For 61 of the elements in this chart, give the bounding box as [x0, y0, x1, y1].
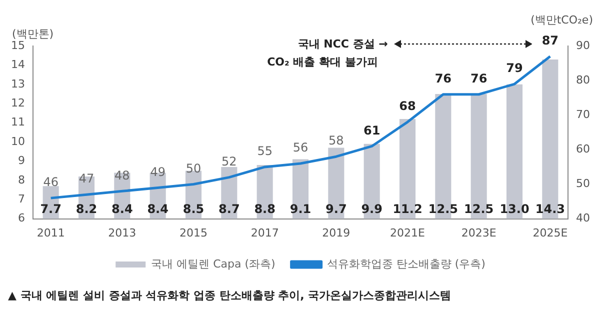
- data-label: 76: [470, 72, 488, 86]
- y2-axis-title: (백만tCO₂e): [530, 13, 593, 26]
- data-label: 8.7: [218, 202, 240, 216]
- data-label: 56: [292, 140, 308, 155]
- y2-tick-label: 90: [576, 38, 590, 52]
- y-tick-label: 11: [10, 116, 25, 129]
- data-label: 49: [150, 164, 166, 179]
- x-tick-label: 2011: [36, 226, 65, 240]
- y-tick-label: 15: [10, 38, 25, 52]
- data-label: 7.7: [40, 202, 62, 216]
- data-label: 9.9: [361, 202, 382, 216]
- y-tick-label: 12: [10, 96, 25, 110]
- y-tick-label: 9: [18, 154, 25, 168]
- data-label: 61: [363, 123, 380, 138]
- data-label: 11.2: [392, 202, 422, 216]
- x-tick-label: 2019: [322, 226, 350, 240]
- data-label: 47: [78, 172, 94, 186]
- data-label: 8.5: [182, 202, 204, 216]
- data-label: 46: [43, 175, 58, 190]
- y-tick-label: 6: [18, 212, 25, 225]
- y2-tick-label: 70: [576, 108, 590, 121]
- annotation: CO₂ 배출 확대 불가피: [267, 55, 378, 68]
- data-label: 48: [114, 168, 130, 182]
- y-tick-label: 7: [18, 192, 25, 206]
- text: ▲ 국내 에틸렌 설비 증설과 석유화학 업종 탄소배출량 추이, 국가온실가스종합관리시스템: [8, 288, 452, 303]
- legend-label: 석유화학업종 탄소배출량 (우측): [326, 257, 486, 270]
- x-tick-label: 2025E: [532, 226, 568, 240]
- y-tick-label: 13: [10, 77, 25, 90]
- data-label: 12.5: [428, 202, 458, 216]
- data-label: 8.4: [112, 202, 133, 216]
- y-axis-title: (백만톤): [12, 27, 54, 40]
- data-label: 55: [257, 144, 272, 158]
- x-tick-label: 2021E: [390, 226, 426, 240]
- x-tick-label: 2013: [108, 226, 136, 240]
- data-label: 8.2: [76, 202, 98, 216]
- y-tick-label: 10: [10, 134, 25, 148]
- x-tick-label: 2017: [250, 226, 279, 240]
- data-label: 50: [186, 161, 202, 176]
- data-label: 9.1: [290, 202, 312, 216]
- y2-tick-label: 60: [576, 142, 590, 156]
- data-label: 13.0: [500, 202, 530, 216]
- x-tick-label: 2015: [180, 226, 208, 240]
- y2-tick-label: 50: [576, 177, 590, 190]
- x-tick-label: 2023E: [461, 226, 496, 240]
- data-label: 14.3: [535, 202, 565, 216]
- y-tick-label: 14: [10, 58, 25, 72]
- annotation: 국내 NCC 증설 →: [298, 37, 388, 50]
- data-label: 8.8: [254, 202, 276, 216]
- data-label: 12.5: [464, 202, 494, 216]
- data-label: 9.7: [326, 202, 347, 216]
- data-label: 87: [542, 33, 559, 48]
- y-tick-label: 8: [18, 173, 25, 186]
- data-label: 8.4: [147, 202, 168, 216]
- y2-tick-label: 80: [576, 73, 590, 86]
- data-label: 76: [434, 72, 452, 86]
- data-label: 52: [222, 154, 237, 168]
- data-label: 58: [328, 134, 344, 148]
- legend-label: 국내 에틸렌 Capa (좌측): [151, 257, 276, 270]
- y2-tick-label: 40: [576, 212, 590, 225]
- data-label: 68: [399, 99, 416, 114]
- data-label: 79: [506, 61, 523, 76]
